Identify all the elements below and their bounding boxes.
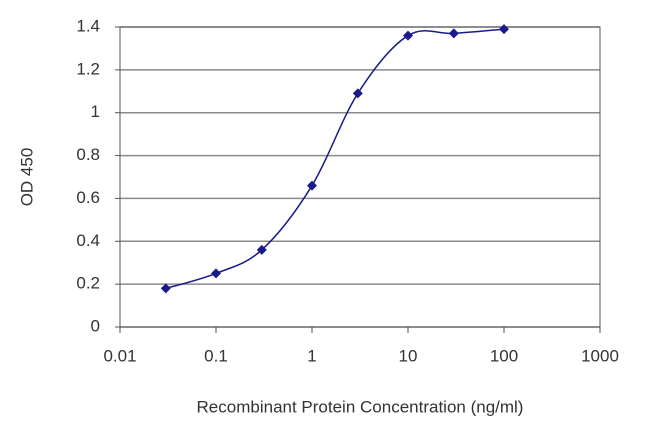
x-tick-label: 0.01 (103, 346, 136, 365)
data-point (448, 28, 459, 39)
y-tick-label: 0 (91, 316, 100, 335)
y-tick-label: 0.4 (76, 231, 100, 250)
x-tick-label: 0.1 (204, 346, 228, 365)
y-tick-label: 0.6 (76, 188, 100, 207)
curve (165, 28, 505, 290)
data-point (211, 268, 221, 279)
x-axis-label: Recombinant Protein Concentration (ng/ml… (197, 397, 524, 416)
data-point (256, 244, 267, 255)
y-tick-label: 1 (91, 102, 100, 121)
plot-frame (119, 26, 601, 328)
x-tick-label: 1000 (581, 346, 619, 365)
data-point (307, 180, 317, 191)
x-tick-label: 10 (399, 346, 418, 365)
x-tick-label: 100 (490, 346, 518, 365)
data-point (352, 88, 363, 99)
y-tick-label: 0.8 (76, 145, 100, 164)
data-point (160, 283, 171, 294)
x-tick-label: 1 (307, 346, 316, 365)
y-tick-label: 1.2 (76, 59, 100, 78)
data-point (403, 30, 413, 41)
data-point (499, 24, 509, 35)
y-tick-label: 0.2 (76, 274, 100, 293)
y-axis-label: OD 450 (17, 148, 36, 207)
y-tick-label: 1.4 (76, 16, 100, 35)
